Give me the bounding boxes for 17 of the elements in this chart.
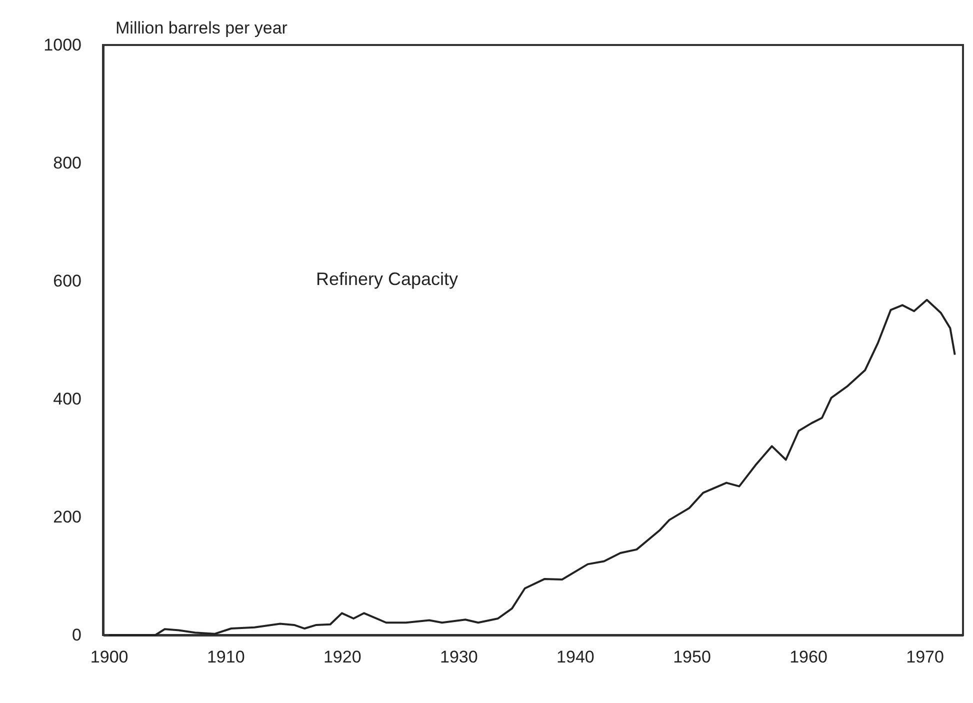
text: Refinery Capacity [316, 269, 458, 289]
y-tick-label: 400 [53, 390, 82, 408]
x-tick-label: 1950 [673, 648, 711, 666]
x-tick-label: 1930 [440, 648, 478, 666]
x-tick-label: 1910 [206, 648, 245, 666]
y-tick-label: 0 [72, 626, 82, 644]
y-tick-label: 600 [53, 272, 82, 290]
y-tick-label: 1000 [44, 36, 82, 54]
x-tick-label: 1940 [556, 648, 594, 666]
y-tick-label: 200 [53, 508, 82, 526]
x-tick-label: 1900 [90, 648, 128, 666]
x-tick-label: 1960 [790, 648, 828, 666]
y-tick-label: 800 [53, 154, 82, 172]
x-tick-label: 1970 [906, 648, 944, 666]
x-tick-label: 1920 [323, 648, 362, 666]
y-axis-title: Million barrels per year [116, 18, 288, 38]
line-series [108, 298, 956, 636]
